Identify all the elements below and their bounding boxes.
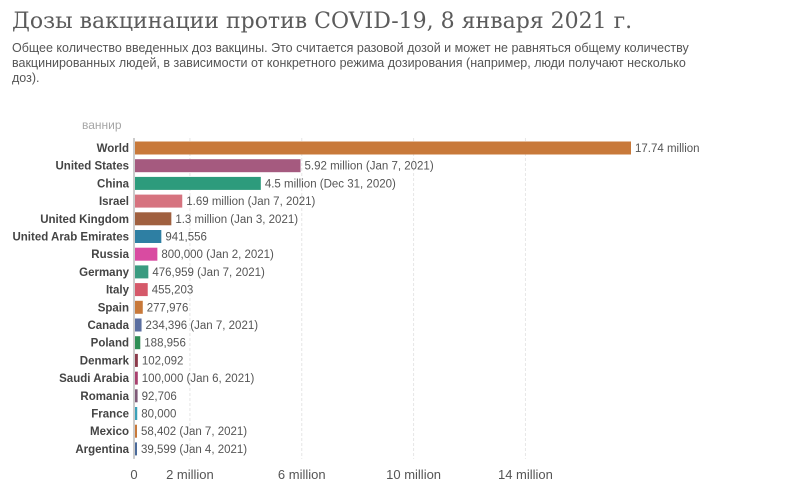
chart-title: Дозы вакцинации против COVID-19, 8 январ… [12, 9, 633, 34]
category-label: Saudi Arabia [59, 373, 129, 385]
bar [135, 230, 162, 243]
bar [135, 265, 149, 279]
data-label: 476,959 (Jan 7, 2021) [152, 267, 265, 279]
category-label: United Kingdom [40, 214, 129, 226]
bar-row: Russia 800,000 (Jan 2, 2021) [91, 247, 274, 261]
bar-row: Canada 234,396 (Jan 7, 2021) [87, 318, 259, 332]
bar-row: Saudi Arabia 100,000 (Jan 6, 2021) [59, 371, 255, 385]
category-label: Romania [80, 391, 129, 403]
bar-row: Israel 1.69 million (Jan 7, 2021) [99, 194, 316, 208]
data-label: 800,000 (Jan 2, 2021) [161, 249, 274, 261]
tick-label: 10 million [386, 467, 441, 482]
bar-row: United States 5.92 million (Jan 7, 2021) [56, 159, 434, 173]
category-label: Germany [79, 267, 129, 279]
category-label: Canada [87, 320, 129, 332]
category-label: Mexico [90, 426, 129, 438]
bar-row: Spain 277,976 [98, 300, 189, 314]
data-label: 17.74 million [635, 143, 700, 155]
x-axis-ticks: 0 2 million 6 million 10 million 14 million [130, 467, 553, 482]
bar [135, 300, 143, 314]
data-label: 188,956 [144, 338, 186, 350]
data-label: 277,976 [147, 302, 189, 314]
bar-row: Denmark 102,092 [80, 353, 184, 367]
data-label: 5.92 million (Jan 7, 2021) [305, 161, 434, 173]
category-label: Argentina [75, 444, 129, 456]
bar [135, 283, 148, 297]
data-label: 4.5 million (Dec 31, 2020) [265, 178, 396, 190]
bar-row: World 17.74 million [97, 141, 700, 155]
chart-subtitle: Общее количество введенных доз вакцины. … [12, 41, 689, 85]
data-label: 1.69 million (Jan 7, 2021) [186, 196, 315, 208]
data-label: 1.3 million (Jan 3, 2021) [175, 214, 298, 226]
bar [135, 194, 183, 208]
bar [135, 407, 138, 420]
bar [135, 159, 301, 173]
category-label: World [97, 143, 129, 155]
bar [135, 389, 138, 403]
category-label: Russia [91, 249, 129, 261]
bars: World 17.74 million United States 5.92 mill… [12, 141, 700, 456]
gridlines [133, 138, 526, 459]
data-label: 92,706 [142, 391, 177, 403]
bar-row: Argentina 39,599 (Jan 4, 2021) [75, 442, 247, 456]
tick-label: 0 [130, 467, 137, 482]
data-label: 80,000 [141, 409, 176, 421]
category-label: Denmark [80, 355, 130, 367]
category-label: Poland [91, 338, 129, 350]
bar [135, 176, 261, 190]
data-label: 100,000 (Jan 6, 2021) [142, 373, 255, 385]
bar [135, 353, 138, 367]
bar-row: United Kingdom 1.3 million (Jan 3, 2021) [40, 212, 298, 226]
category-label: United States [56, 161, 130, 173]
category-label: United Arab Emirates [12, 232, 129, 244]
data-label: 234,396 (Jan 7, 2021) [146, 320, 259, 332]
category-label: France [91, 409, 129, 421]
bar-row: Italy 455,203 [106, 283, 193, 297]
faded-overlay-label: ваннир [82, 118, 122, 132]
bar-row: Mexico 58,402 (Jan 7, 2021) [90, 424, 247, 438]
category-label: Spain [98, 302, 129, 314]
bar [135, 212, 172, 226]
bar [135, 141, 631, 155]
bar [135, 371, 138, 385]
tick-label: 14 million [498, 467, 553, 482]
tick-label: 2 million [166, 467, 214, 482]
data-label: 58,402 (Jan 7, 2021) [141, 426, 247, 438]
category-label: Italy [106, 285, 130, 297]
bar [135, 424, 137, 438]
data-label: 102,092 [142, 355, 184, 367]
bar-row: United Arab Emirates 941,556 [12, 230, 207, 244]
data-label: 455,203 [152, 285, 194, 297]
bar-row: China 4.5 million (Dec 31, 2020) [97, 176, 396, 190]
category-label: Israel [99, 196, 129, 208]
bar-row: Germany 476,959 (Jan 7, 2021) [79, 265, 265, 279]
category-label: China [97, 178, 130, 190]
tick-label: 6 million [278, 467, 326, 482]
bar-row: France 80,000 [91, 407, 176, 421]
bar-row: Romania 92,706 [80, 389, 177, 403]
bar [135, 247, 158, 261]
bar [135, 318, 142, 332]
data-label: 39,599 (Jan 4, 2021) [141, 444, 247, 456]
bar [135, 442, 137, 456]
data-label: 941,556 [165, 232, 207, 244]
bar-row: Poland 188,956 [91, 336, 186, 350]
bar [135, 336, 141, 350]
